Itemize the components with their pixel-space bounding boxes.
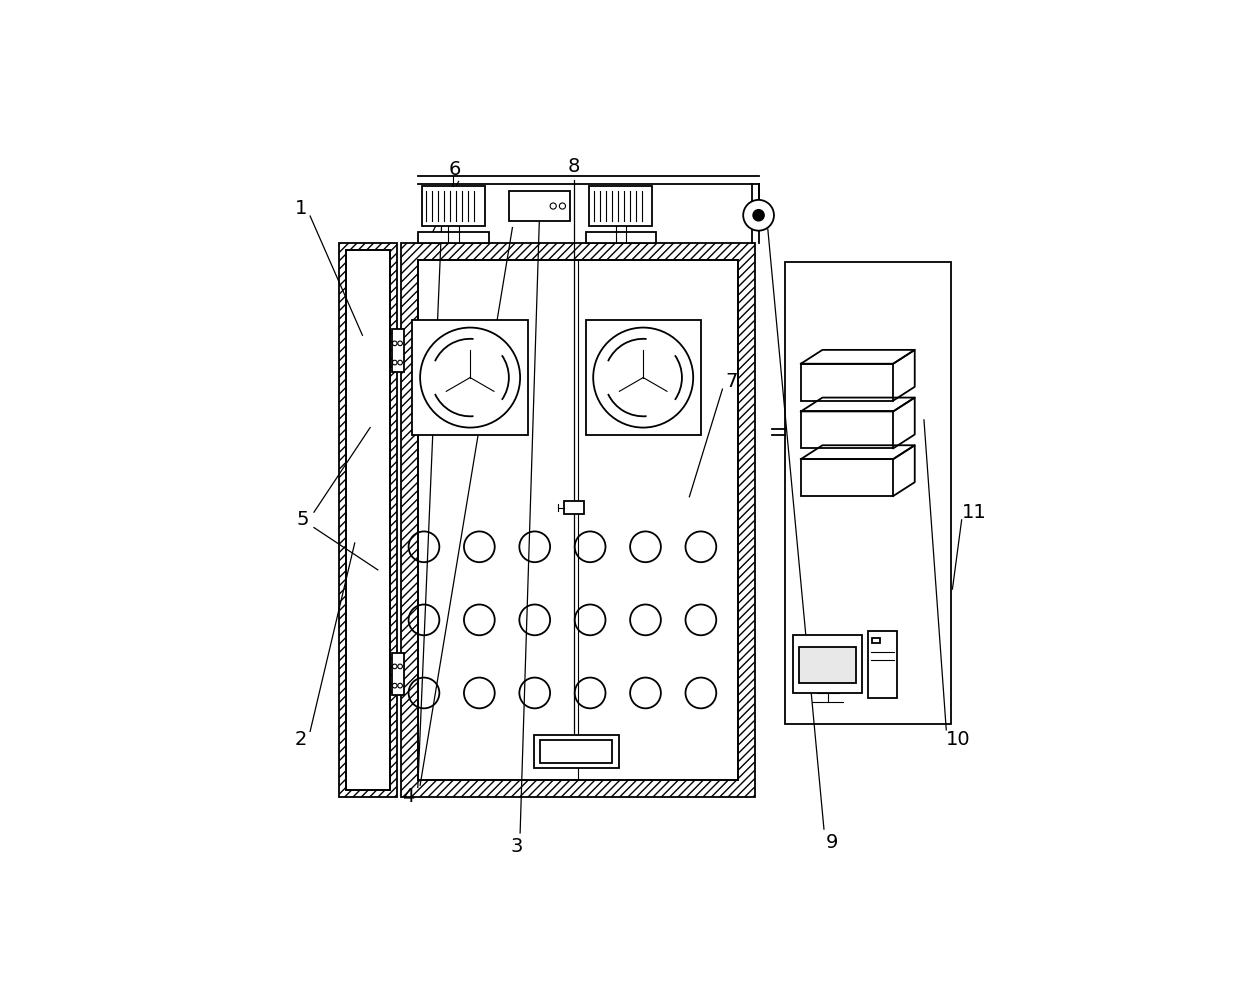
Bar: [534, 735, 619, 767]
Bar: [418, 232, 489, 243]
Text: 4: 4: [403, 787, 414, 806]
Text: 11: 11: [961, 502, 986, 521]
Text: 3: 3: [510, 837, 522, 856]
Text: 5: 5: [296, 510, 310, 529]
Bar: [401, 243, 755, 797]
Bar: [418, 260, 738, 780]
Bar: [422, 186, 485, 226]
Bar: [346, 250, 391, 790]
Text: 10: 10: [946, 729, 971, 748]
Circle shape: [753, 210, 764, 221]
Bar: [418, 260, 738, 780]
Bar: [585, 232, 656, 243]
Text: 9: 9: [826, 833, 838, 852]
Bar: [585, 320, 701, 436]
Text: 7: 7: [725, 372, 738, 391]
Text: 2: 2: [295, 729, 308, 748]
Bar: [413, 320, 528, 436]
Circle shape: [743, 200, 774, 231]
Text: 8: 8: [568, 157, 580, 176]
Bar: [873, 638, 880, 643]
Bar: [392, 330, 404, 372]
Bar: [541, 740, 613, 763]
Bar: [801, 460, 893, 497]
Bar: [589, 186, 652, 226]
Text: 6: 6: [449, 161, 461, 180]
Bar: [801, 412, 893, 449]
Bar: [508, 191, 570, 222]
Bar: [800, 646, 857, 683]
Bar: [785, 262, 951, 723]
Bar: [392, 652, 404, 695]
Bar: [340, 243, 397, 797]
Bar: [346, 250, 391, 790]
Text: 1: 1: [295, 199, 308, 218]
Bar: [868, 630, 897, 698]
Bar: [801, 364, 893, 401]
Bar: [794, 635, 863, 693]
Bar: [564, 501, 584, 513]
